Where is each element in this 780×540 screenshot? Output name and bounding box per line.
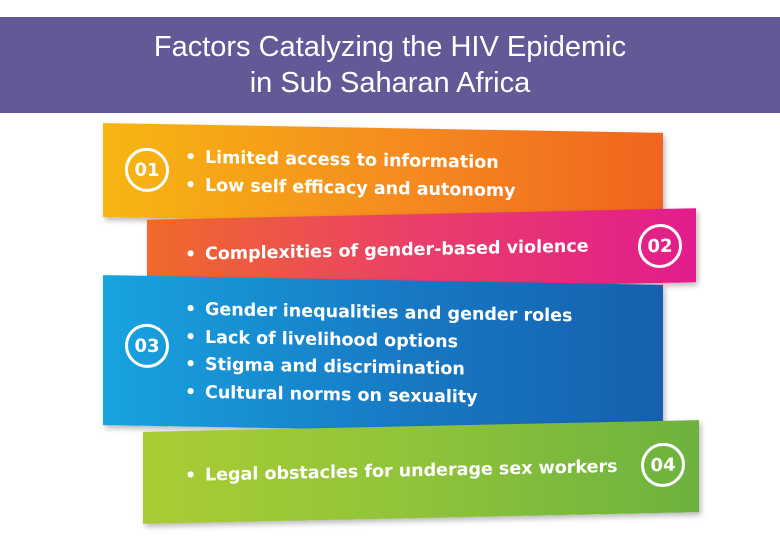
number-badge-03: 03 (125, 323, 169, 369)
number-badge-01: 01 (125, 147, 169, 193)
list-item: Legal obstacles for underage sex workers (185, 454, 618, 491)
list-item: Complexities of gender-based violence (185, 233, 589, 269)
factor-list-01: Limited access to information Low self e… (185, 145, 516, 206)
factor-list-03: Gender inequalities and gender roles Lac… (185, 297, 572, 414)
number-badge-04: 04 (641, 442, 685, 488)
factor-list-02: Complexities of gender-based violence (185, 233, 589, 269)
title-bar: Factors Catalyzing the HIV Epidemic in S… (0, 17, 780, 113)
number-badge-02: 02 (638, 223, 682, 269)
factor-list-04: Legal obstacles for underage sex workers (185, 454, 618, 491)
factor-panel-03: 03 Gender inequalities and gender roles … (103, 275, 663, 435)
title-line-2: in Sub Saharan Africa (249, 67, 531, 99)
factor-panel-04: Legal obstacles for underage sex workers… (143, 420, 699, 524)
title-line-1: Factors Catalyzing the HIV Epidemic (153, 31, 627, 63)
list-item: Low self efficacy and autonomy (185, 172, 516, 205)
list-item: Cultural norms on sexuality (185, 379, 572, 413)
